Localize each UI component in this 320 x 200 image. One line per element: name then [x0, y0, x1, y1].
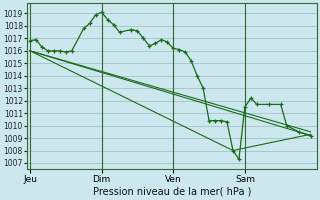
X-axis label: Pression niveau de la mer( hPa ): Pression niveau de la mer( hPa ) — [92, 187, 251, 197]
